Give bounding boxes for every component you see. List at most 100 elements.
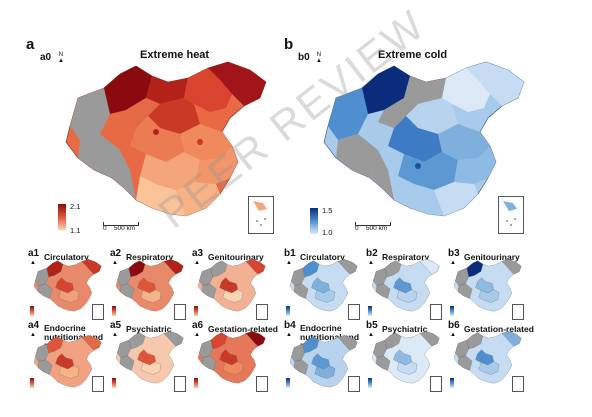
light-region bbox=[466, 62, 524, 106]
nodata-region bbox=[35, 343, 53, 375]
north-arrow-icon: ▲ bbox=[112, 260, 118, 266]
light-region bbox=[442, 68, 490, 112]
panel-a1-title: Circulatory bbox=[44, 252, 89, 262]
panel-a2-map bbox=[115, 259, 184, 312]
panel-b0-id: b0 bbox=[298, 52, 310, 63]
south-china-sea-inset bbox=[348, 376, 360, 392]
panel-a4-map bbox=[33, 335, 102, 388]
nodata-region bbox=[370, 150, 394, 200]
panel-a3-map bbox=[197, 259, 266, 312]
north-arrow-icon: ▲ bbox=[112, 332, 118, 338]
north-arrow-icon: N ▲ bbox=[316, 52, 322, 64]
nodata-region bbox=[112, 150, 136, 200]
mid-region bbox=[388, 116, 442, 162]
panel-a1-id: a1 bbox=[28, 248, 40, 259]
northeast-region bbox=[337, 259, 358, 275]
panel-a3-id: a3 bbox=[192, 248, 204, 259]
panel-b6-id: b6 bbox=[448, 320, 460, 331]
cold-legend-min: 1.0 bbox=[322, 228, 333, 237]
nodata-region bbox=[404, 76, 446, 104]
light-region bbox=[196, 146, 238, 184]
north-region bbox=[46, 260, 64, 278]
south-region bbox=[396, 289, 418, 303]
northeast-region bbox=[163, 259, 184, 275]
color-legend bbox=[368, 306, 372, 316]
mid-region bbox=[180, 124, 232, 160]
panel-a1-map bbox=[33, 259, 102, 312]
hotspot-marker bbox=[153, 129, 159, 135]
mid-region bbox=[184, 68, 232, 112]
south-china-sea-inset bbox=[512, 304, 524, 320]
south-region bbox=[140, 361, 162, 375]
panel-b3-id: b3 bbox=[448, 248, 460, 259]
south-region bbox=[58, 365, 80, 379]
south-region bbox=[58, 289, 80, 303]
color-legend bbox=[194, 306, 198, 316]
south-region bbox=[222, 361, 244, 375]
light-region bbox=[140, 152, 200, 190]
panel-a5-title: Psychiatric bbox=[126, 324, 172, 334]
north-arrow-icon: ▲ bbox=[194, 260, 200, 266]
south-china-sea-inset bbox=[430, 304, 442, 320]
north-region bbox=[466, 332, 484, 350]
mid-region bbox=[328, 88, 368, 140]
scale-bar: 0 500 km bbox=[103, 222, 139, 232]
panel-b3-map bbox=[453, 259, 522, 312]
north-arrow-icon: ▲ bbox=[194, 332, 200, 338]
north-arrow-icon: ▲ bbox=[368, 260, 374, 266]
north-region bbox=[210, 332, 228, 350]
north-region bbox=[302, 260, 320, 278]
panel-a0-id: a0 bbox=[40, 52, 52, 63]
panel-b5-id: b5 bbox=[366, 320, 378, 331]
scale-bar: 0 500 km bbox=[355, 222, 391, 232]
nodata-region bbox=[336, 134, 378, 178]
high-region bbox=[146, 76, 188, 104]
south-region bbox=[140, 289, 162, 303]
north-region bbox=[46, 336, 64, 354]
panel-b-title: Extreme cold bbox=[378, 49, 448, 61]
south-region bbox=[396, 361, 418, 375]
south-china-sea-inset bbox=[498, 196, 524, 234]
panel-b6-map bbox=[453, 331, 522, 384]
panel-a5-map bbox=[115, 331, 184, 384]
color-legend bbox=[30, 378, 34, 388]
light-region bbox=[136, 176, 186, 216]
north-arrow-icon: ▲ bbox=[450, 260, 456, 266]
nodata-region bbox=[35, 267, 53, 299]
panel-b2-title: Respiratory bbox=[382, 252, 430, 262]
panel-b1-title: Circulatory bbox=[300, 252, 345, 262]
mid-region bbox=[130, 116, 184, 162]
south-china-sea-inset bbox=[512, 376, 524, 392]
high-region bbox=[362, 66, 410, 114]
northeast-region bbox=[245, 259, 266, 275]
south-china-sea-inset bbox=[174, 304, 186, 320]
south-china-sea-inset bbox=[248, 196, 274, 234]
northeast-region bbox=[163, 331, 184, 347]
cold-legend-max: 1.5 bbox=[322, 206, 333, 215]
panel-b4-map bbox=[289, 335, 358, 388]
northeast-region bbox=[337, 335, 358, 351]
panel-b3-title: Genitourinary bbox=[464, 252, 520, 262]
panel-b2-map bbox=[371, 259, 440, 312]
light-region bbox=[394, 176, 444, 216]
heat-color-legend bbox=[58, 204, 66, 230]
cold-color-legend bbox=[310, 208, 318, 234]
south-region bbox=[478, 289, 500, 303]
mid-region bbox=[398, 152, 458, 190]
northeast-region bbox=[419, 259, 440, 275]
northeast-region bbox=[501, 331, 522, 347]
color-legend bbox=[286, 378, 290, 388]
north-arrow-icon: ▲ bbox=[286, 260, 292, 266]
color-legend bbox=[112, 378, 116, 388]
panel-a6-title: Gestation-related bbox=[208, 324, 278, 334]
north-arrow-icon: N ▲ bbox=[58, 52, 64, 64]
north-region bbox=[210, 260, 228, 278]
panel-a2-id: a2 bbox=[110, 248, 122, 259]
south-china-sea-inset bbox=[256, 304, 268, 320]
extreme-heat-map bbox=[65, 61, 267, 217]
color-legend bbox=[30, 306, 34, 316]
mid-region bbox=[438, 124, 490, 160]
panel-b2-id: b2 bbox=[366, 248, 378, 259]
color-legend bbox=[368, 378, 372, 388]
light-region bbox=[406, 98, 458, 134]
